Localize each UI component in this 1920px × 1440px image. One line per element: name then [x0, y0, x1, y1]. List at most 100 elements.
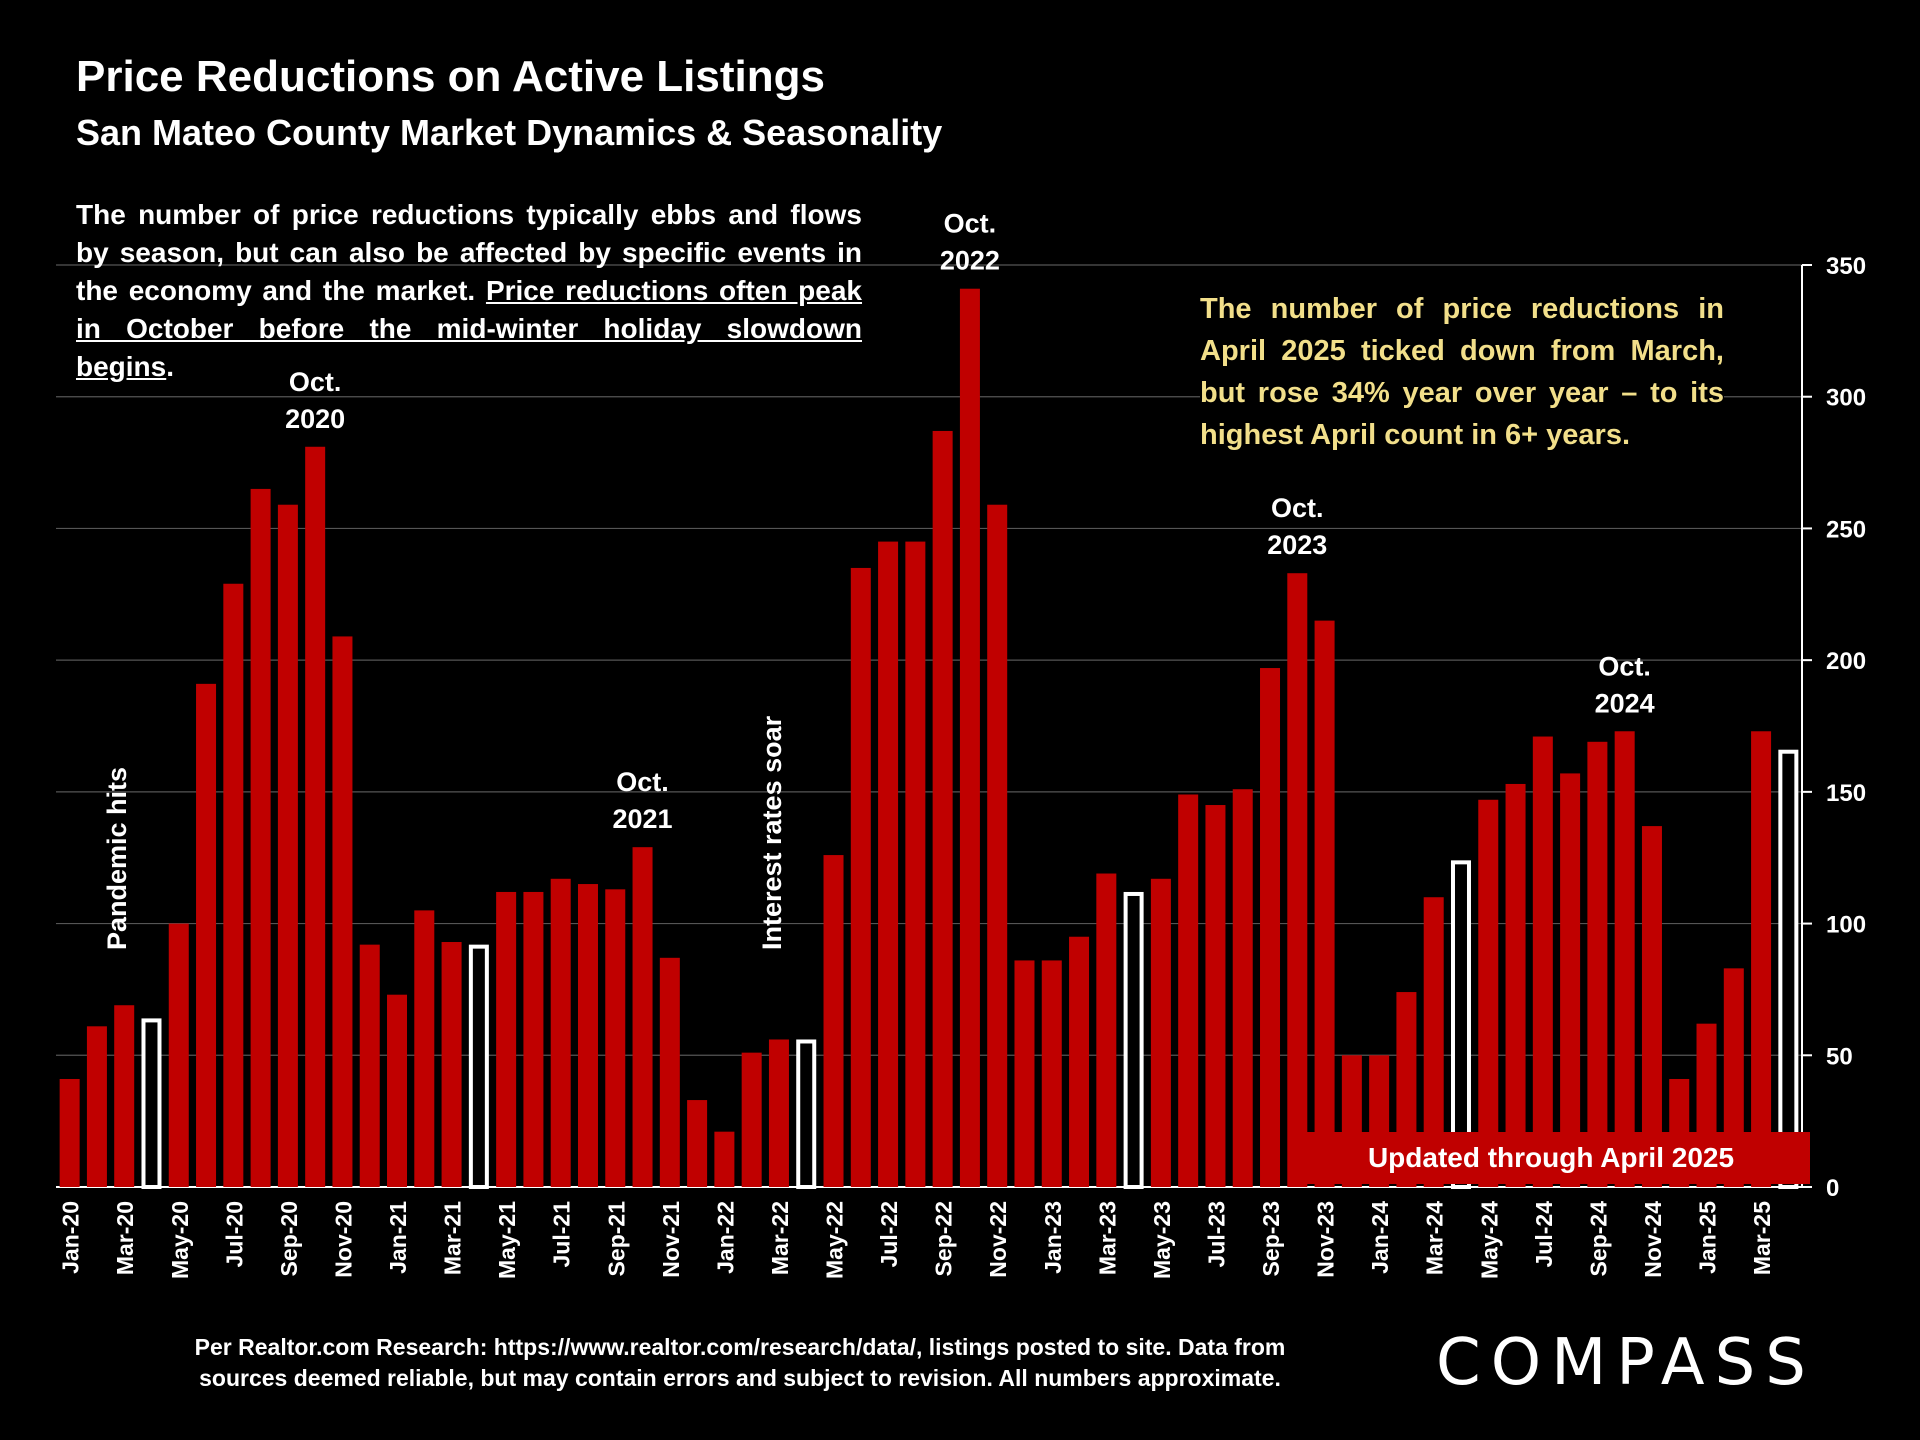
bar-Jan-21: [387, 994, 408, 1187]
peak-annotation: Oct. 2020: [285, 367, 345, 434]
bar-Feb-20: [86, 1026, 107, 1187]
bar-Jul-20: [223, 583, 244, 1187]
bar-May-23: [1150, 878, 1171, 1187]
bar-Dec-22: [1014, 960, 1035, 1187]
x-tick-label: Jul-22: [876, 1201, 902, 1267]
x-tick-label: Mar-25: [1749, 1201, 1775, 1275]
x-tick-label: May-23: [1149, 1201, 1175, 1279]
bar-Feb-22: [741, 1052, 762, 1187]
peak-annotation-line: 2023: [1267, 530, 1327, 560]
y-tick-label: 0: [1826, 1175, 1839, 1202]
y-tick-label: 150: [1826, 780, 1866, 807]
bar-Sep-24: [1587, 741, 1608, 1187]
source-footer: Per Realtor.com Research: https://www.re…: [140, 1332, 1340, 1394]
chart-title: Price Reductions on Active Listings: [76, 52, 825, 101]
compass-logo: COMPASS: [1436, 1326, 1816, 1400]
bar-Sep-23: [1260, 668, 1281, 1187]
x-tick-label: May-24: [1476, 1201, 1502, 1279]
x-tick-label: Nov-24: [1640, 1201, 1666, 1278]
bar-May-21: [496, 891, 517, 1187]
bar-Jun-20: [196, 683, 217, 1187]
bar-Jul-23: [1205, 805, 1226, 1187]
bar-Feb-23: [1069, 936, 1090, 1187]
bar-Jan-23: [1041, 960, 1062, 1187]
bar-Jun-23: [1178, 794, 1199, 1187]
bar-Apr-21: [468, 944, 489, 1189]
bar-Apr-23: [1123, 891, 1144, 1190]
peak-annotation-line: 2024: [1595, 688, 1655, 718]
footer-line-2: sources deemed reliable, but may contain…: [199, 1365, 1281, 1391]
x-tick-label: May-20: [167, 1201, 193, 1279]
bar-Jun-22: [850, 567, 871, 1187]
x-tick-label: Jul-23: [1203, 1201, 1229, 1267]
x-tick-label: Sep-23: [1258, 1201, 1284, 1276]
x-tick-label: Jul-20: [221, 1201, 247, 1267]
bar-Nov-21: [659, 957, 680, 1187]
updated-banner: Updated through April 2025: [1292, 1132, 1810, 1184]
bar-Dec-21: [687, 1100, 708, 1187]
bar-Aug-20: [250, 488, 271, 1187]
bar-Nov-20: [332, 636, 353, 1187]
bar-Apr-20: [141, 1018, 162, 1189]
bar-Nov-24: [1641, 826, 1662, 1187]
bar-Jan-20: [59, 1078, 80, 1187]
peak-annotation-line: Oct.: [616, 767, 669, 797]
x-tick-label: Jul-24: [1531, 1201, 1557, 1268]
peak-annotation-line: 2022: [940, 246, 1000, 276]
chart-subtitle: San Mateo County Market Dynamics & Seaso…: [76, 112, 943, 153]
x-tick-label: Jan-20: [58, 1201, 84, 1274]
y-tick-label: 200: [1826, 648, 1866, 675]
peak-annotation-line: Oct.: [289, 367, 342, 397]
event-note: Pandemic hits: [102, 767, 132, 950]
peak-annotation: Oct. 2021: [613, 767, 673, 834]
x-tick-label: Mar-21: [440, 1201, 466, 1275]
x-tick-label: Sep-20: [276, 1201, 302, 1276]
peak-annotation-line: Oct.: [1271, 493, 1324, 523]
x-tick-label: Mar-24: [1422, 1201, 1448, 1275]
x-tick-label: Nov-21: [658, 1201, 684, 1278]
bar-Jul-21: [550, 878, 571, 1187]
x-tick-label: Jan-21: [385, 1201, 411, 1274]
description-underlined: Price reductions often peak in October b…: [76, 275, 863, 382]
description-plain: The number of price reductions typically…: [76, 199, 862, 306]
bar-Mar-23: [1096, 873, 1117, 1187]
bar-Oct-23: [1287, 573, 1308, 1187]
bar-Jun-21: [523, 891, 544, 1187]
y-tick-label: 250: [1826, 516, 1866, 543]
bar-Aug-22: [905, 541, 926, 1187]
bar-Feb-21: [414, 910, 435, 1187]
y-tick-label: 350: [1826, 253, 1866, 280]
x-tick-label: Nov-23: [1313, 1201, 1339, 1278]
bar-May-24: [1478, 799, 1499, 1187]
peak-annotation-line: Oct.: [1598, 651, 1651, 681]
x-tick-label: Nov-22: [985, 1201, 1011, 1278]
bar-Jun-24: [1505, 783, 1526, 1187]
x-tick-label: Mar-20: [112, 1201, 138, 1275]
x-tick-label: Jan-25: [1695, 1201, 1721, 1274]
x-tick-label: Sep-24: [1585, 1201, 1611, 1277]
x-tick-label: Sep-21: [603, 1201, 629, 1277]
x-tick-label: Mar-23: [1094, 1201, 1120, 1275]
y-tick-label: 50: [1826, 1043, 1853, 1070]
bar-Mar-22: [768, 1039, 789, 1187]
x-tick-label: May-21: [494, 1201, 520, 1279]
callout-text: The number of price reductions in April …: [1200, 288, 1724, 456]
bar-Apr-24: [1450, 860, 1471, 1189]
x-tick-label: Sep-22: [931, 1201, 957, 1276]
description-end: .: [166, 351, 175, 382]
peak-annotation: Oct. 2024: [1595, 651, 1655, 718]
peak-annotation-line: Oct.: [944, 209, 997, 239]
bar-Oct-24: [1614, 731, 1635, 1187]
event-note: Interest rates soar: [757, 715, 787, 950]
x-tick-label: Nov-20: [330, 1201, 356, 1278]
bar-May-20: [168, 923, 189, 1187]
peak-annotation-line: 2020: [285, 404, 345, 434]
bar-Mar-25: [1751, 731, 1772, 1187]
bar-Apr-22: [796, 1039, 817, 1189]
y-tick-label: 100: [1826, 912, 1866, 939]
bar-Nov-23: [1314, 620, 1335, 1187]
x-tick-label: Jan-24: [1367, 1201, 1393, 1274]
bar-Apr-25: [1778, 749, 1799, 1189]
bar-Mar-21: [441, 942, 462, 1187]
bar-Oct-21: [632, 847, 653, 1187]
